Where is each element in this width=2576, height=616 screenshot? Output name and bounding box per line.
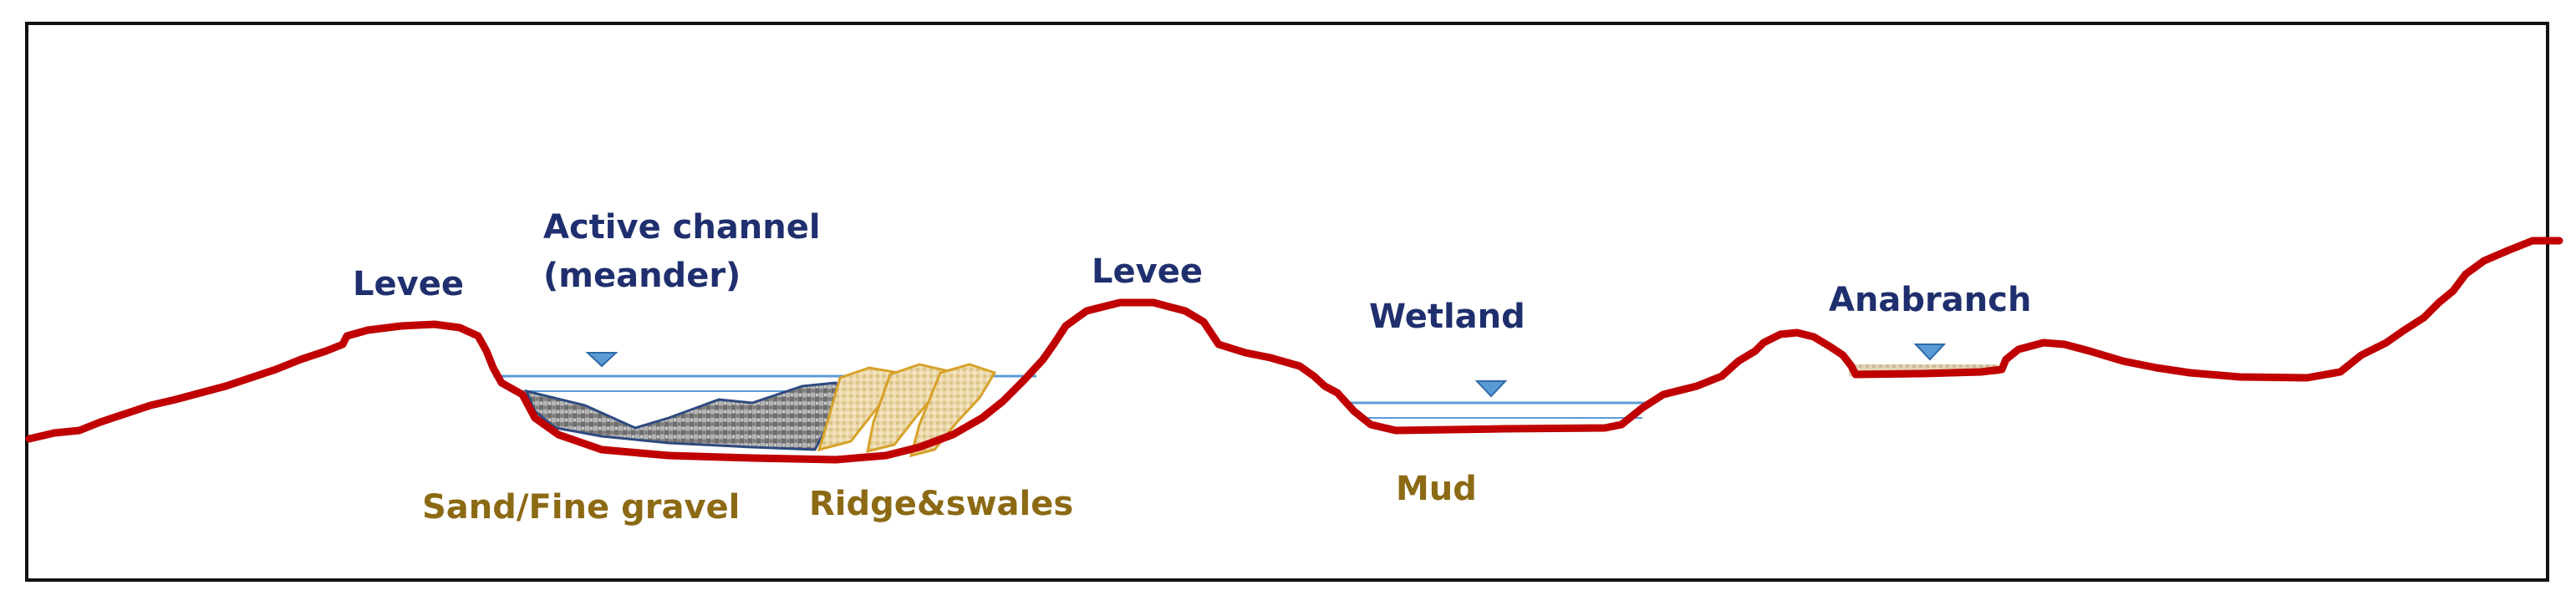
active-channel-label: Active channel	[543, 208, 821, 247]
anabranch-water-marker	[1913, 344, 1947, 361]
mud-label: Mud	[1396, 470, 1477, 508]
wetland-water-marker	[1474, 380, 1508, 398]
sand-fine-gravel-label: Sand/Fine gravel	[422, 488, 741, 527]
levee-right-label: Levee	[1092, 252, 1203, 291]
ridge-swales-label: Ridge&swales	[809, 485, 1074, 523]
meander-label: (meander)	[543, 257, 741, 295]
ridge-swales-deposit	[817, 363, 997, 458]
active-channel-water-marker	[585, 352, 619, 368]
ground-profile-line	[25, 237, 2563, 464]
anabranch-label: Anabranch	[1829, 281, 2032, 319]
wetland-label: Wetland	[1369, 298, 1525, 336]
diagram-frame	[25, 22, 2549, 582]
levee-left-label: Levee	[353, 265, 464, 303]
